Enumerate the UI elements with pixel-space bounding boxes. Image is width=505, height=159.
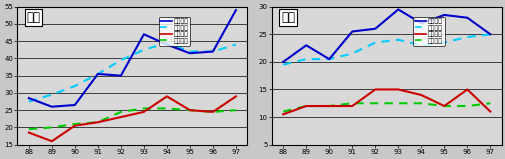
Text: 直腸: 直腸 [280,11,294,24]
Legend: 男：鳥取, 男：全国, 女：鳥取, 女：全国: 男：鳥取, 男：全国, 女：鳥取, 女：全国 [158,17,190,46]
Text: 結腸: 結腸 [26,11,40,24]
Legend: 男：鳥取, 男：全国, 女：鳥取, 女：全国: 男：鳥取, 男：全国, 女：鳥取, 女：全国 [412,17,444,46]
